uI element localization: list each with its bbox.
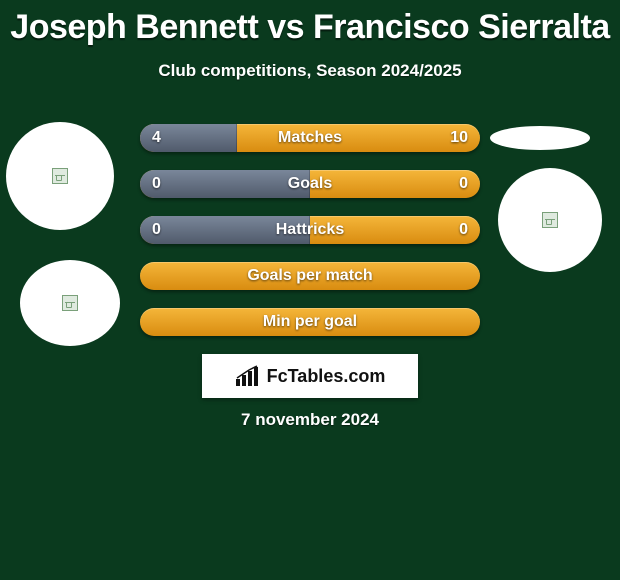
- right-badge-1: [498, 168, 602, 272]
- stat-bar: Min per goal: [140, 308, 480, 336]
- stat-value-right: 0: [459, 216, 468, 244]
- stat-label: Goals per match: [140, 262, 480, 290]
- image-placeholder-icon: [542, 212, 558, 228]
- image-placeholder-icon: [62, 295, 78, 311]
- stat-label: Matches: [140, 124, 480, 152]
- page-title: Joseph Bennett vs Francisco Sierralta: [0, 0, 620, 47]
- right-ellipse: [490, 126, 590, 150]
- image-placeholder-icon: [52, 168, 68, 184]
- stat-value-right: 10: [450, 124, 468, 152]
- brand-text: FcTables.com: [267, 366, 386, 387]
- stat-label: Goals: [140, 170, 480, 198]
- left-badge-2: [20, 260, 120, 346]
- left-badge-1: [6, 122, 114, 230]
- stat-label: Min per goal: [140, 308, 480, 336]
- stat-bar: 0Hattricks0: [140, 216, 480, 244]
- stat-bar: Goals per match: [140, 262, 480, 290]
- brand-box: FcTables.com: [202, 354, 418, 398]
- page-subtitle: Club competitions, Season 2024/2025: [0, 61, 620, 81]
- stat-label: Hattricks: [140, 216, 480, 244]
- comparison-infographic: Joseph Bennett vs Francisco Sierralta Cl…: [0, 0, 620, 580]
- stat-bars: 4Matches100Goals00Hattricks0Goals per ma…: [140, 124, 480, 354]
- stat-bar: 4Matches10: [140, 124, 480, 152]
- stat-bar: 0Goals0: [140, 170, 480, 198]
- bars-icon: [235, 365, 261, 387]
- date-text: 7 november 2024: [0, 410, 620, 430]
- stat-value-right: 0: [459, 170, 468, 198]
